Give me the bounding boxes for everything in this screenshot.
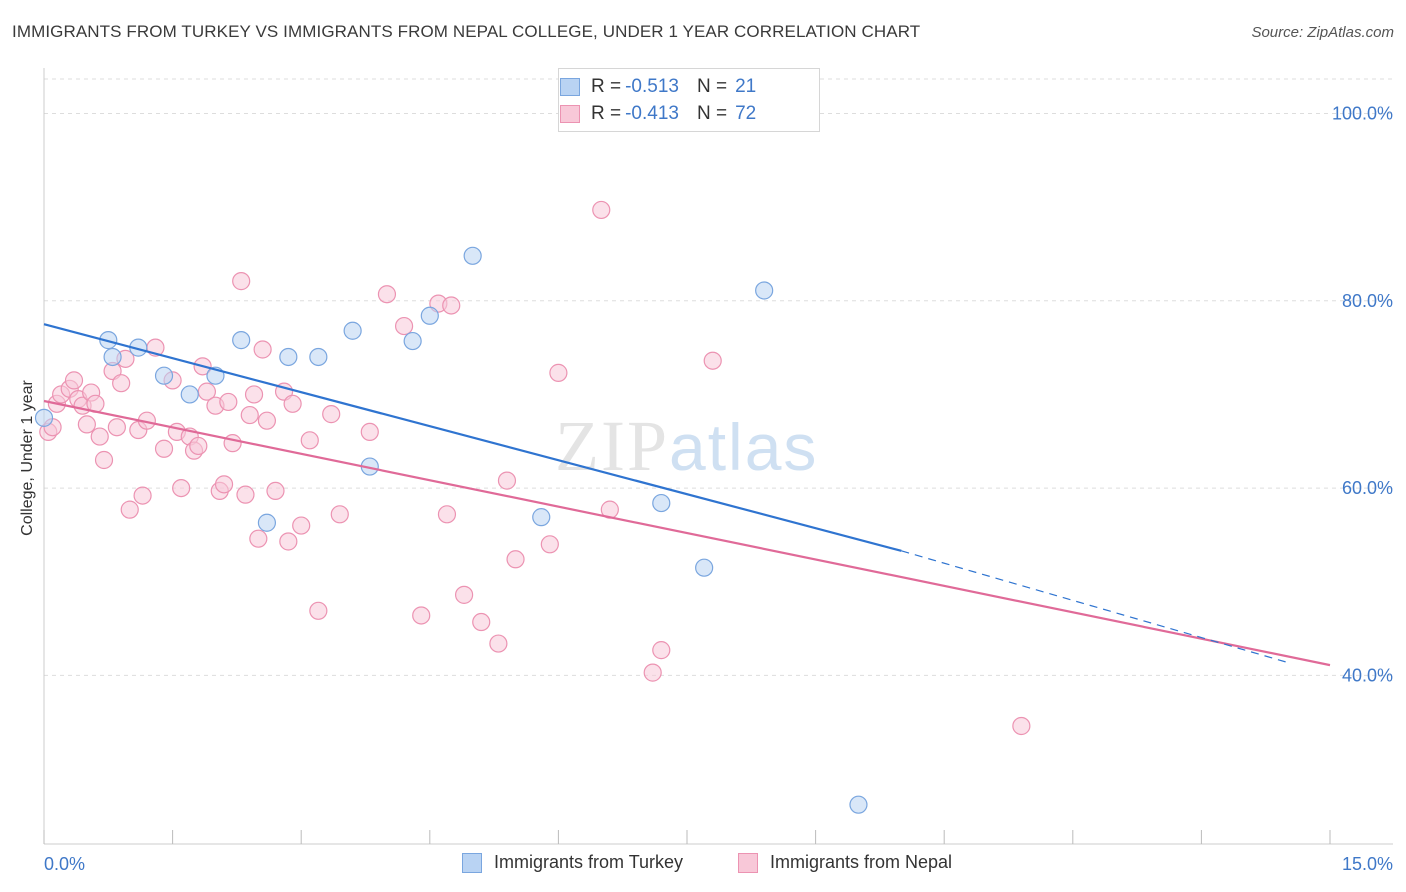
nepal-point <box>489 634 508 653</box>
nepal-point <box>214 475 234 494</box>
nepal-point <box>77 415 96 434</box>
x-tick-label: 15.0% <box>1342 854 1393 874</box>
watermark-atlas: atlas <box>669 410 819 484</box>
chart-title: IMMIGRANTS FROM TURKEY VS IMMIGRANTS FRO… <box>12 22 921 41</box>
nepal-point <box>377 285 397 304</box>
legend-r-value: -0.513 <box>625 76 679 97</box>
source-label: Source: ZipAtlas.com <box>1251 24 1394 41</box>
legend-row-nepal: R = -0.413 N = 72 <box>560 101 757 127</box>
legend-n-value: 72 <box>735 103 757 124</box>
legend-r-label: R = <box>591 76 622 97</box>
bottom-legend-nepal: Immigrants from Nepal <box>738 852 952 873</box>
nepal-point <box>232 272 251 291</box>
turkey-trend-extension <box>901 550 1288 663</box>
nepal-point <box>133 486 152 505</box>
nepal-point <box>652 641 671 660</box>
nepal-point <box>90 427 109 446</box>
legend-n-label: N = <box>696 76 728 97</box>
legend-n-value: 21 <box>735 76 757 97</box>
y-tick-label: 40.0% <box>1342 665 1393 685</box>
nepal-point <box>94 450 114 470</box>
turkey-point <box>463 246 482 265</box>
nepal-point <box>472 612 491 632</box>
nepal-point <box>540 535 559 554</box>
nepal-point <box>506 550 525 569</box>
nepal-point <box>219 392 238 412</box>
nepal-point <box>1012 716 1031 736</box>
nepal-point <box>112 374 131 393</box>
nepal-point <box>266 481 285 501</box>
nepal-point <box>120 500 139 519</box>
nepal-point <box>64 371 84 390</box>
y-tick-label: 60.0% <box>1342 478 1393 498</box>
y-tick-label: 80.0% <box>1342 291 1393 311</box>
legend-n-label: N = <box>696 103 728 124</box>
bottom-legend-swatch-nepal <box>738 852 758 873</box>
nepal-point <box>442 296 461 315</box>
nepal-point <box>437 505 457 524</box>
nepal-point <box>322 405 341 424</box>
nepal-point <box>189 436 208 456</box>
bottom-legend-turkey: Immigrants from Turkey <box>462 852 683 873</box>
nepal-point <box>154 439 174 458</box>
nepal-point <box>172 478 191 498</box>
nepal-point <box>223 434 242 453</box>
turkey-point <box>257 513 277 532</box>
legend-r-value: -0.413 <box>625 103 679 124</box>
nepal-point <box>412 606 431 625</box>
nepal-point <box>253 340 272 359</box>
turkey-point <box>103 347 122 367</box>
nepal-point <box>360 422 379 442</box>
nepal-point <box>283 394 302 413</box>
nepal-point <box>107 418 126 437</box>
turkey-point <box>755 281 774 300</box>
turkey-point <box>154 366 174 385</box>
turkey-point <box>420 306 439 325</box>
nepal-point <box>236 485 255 504</box>
turkey-point <box>403 331 422 351</box>
turkey-point <box>652 493 671 513</box>
turkey-point <box>309 347 328 367</box>
legend-row-turkey: R = -0.513 N = 21 <box>560 74 757 100</box>
nepal-point <box>330 505 349 524</box>
legend-swatch-nepal <box>560 105 580 123</box>
bottom-legend-label-turkey: Immigrants from Turkey <box>494 852 684 872</box>
nepal-point <box>257 411 277 430</box>
turkey-trend-line <box>43 323 902 552</box>
watermark: ZIPatlas <box>555 405 818 488</box>
turkey-point <box>232 331 251 350</box>
watermark-zip: ZIP <box>555 406 669 486</box>
nepal-point <box>249 529 268 548</box>
nepal-point <box>497 471 517 490</box>
nepal-point <box>292 516 311 535</box>
x-tick-label: 0.0% <box>44 854 85 874</box>
turkey-point <box>34 408 54 427</box>
nepal-point <box>454 585 474 604</box>
nepal-point <box>279 532 298 551</box>
turkey-point <box>343 321 362 340</box>
turkey-point <box>849 795 868 814</box>
turkey-point <box>695 558 714 577</box>
legend-swatch-turkey <box>560 78 580 96</box>
nepal-point <box>703 351 722 370</box>
nepal-point <box>300 431 319 450</box>
nepal-point <box>309 601 328 620</box>
turkey-point <box>180 385 199 404</box>
nepal-point <box>643 663 662 682</box>
bottom-legend-label-nepal: Immigrants from Nepal <box>770 852 953 872</box>
y-tick-label: 100.0% <box>1332 103 1393 123</box>
nepal-point <box>240 405 259 425</box>
legend-r-label: R = <box>591 103 622 124</box>
nepal-trend-line <box>43 399 1331 667</box>
nepal-point <box>592 200 611 220</box>
nepal-point <box>549 363 568 382</box>
bottom-legend-swatch-turkey <box>462 852 482 873</box>
nepal-point <box>394 316 414 336</box>
turkey-point <box>532 508 551 527</box>
correlation-legend: R = -0.513 N = 21 R = -0.413 N = 72 <box>558 68 820 132</box>
nepal-point <box>244 385 264 404</box>
turkey-point <box>279 347 298 367</box>
